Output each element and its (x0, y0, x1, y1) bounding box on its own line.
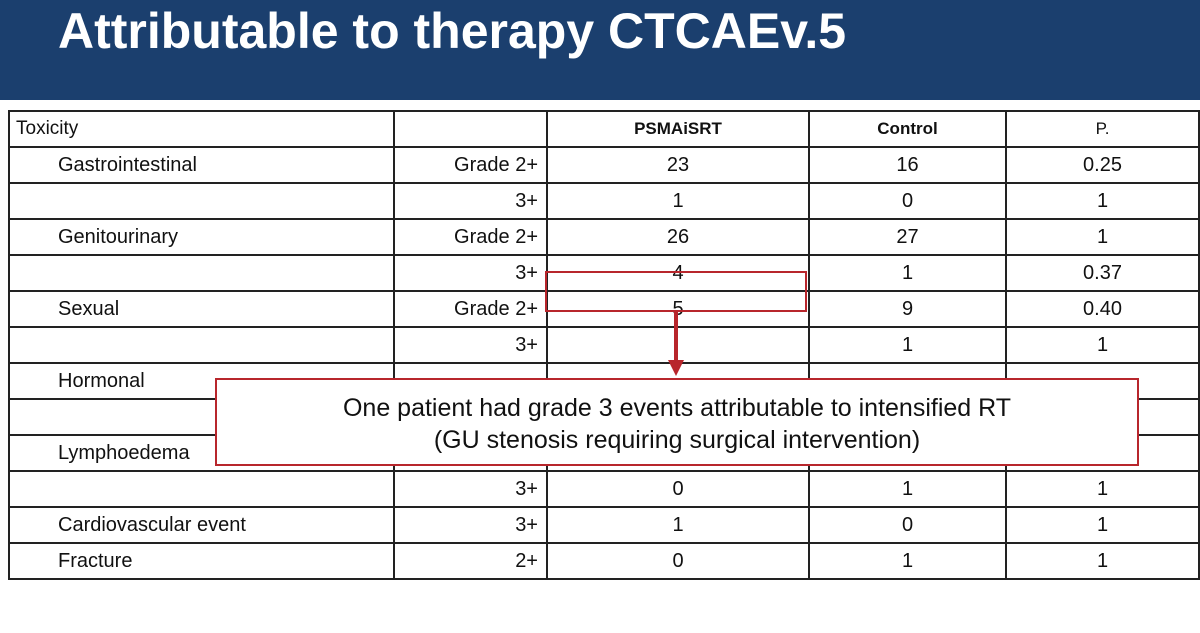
cell: 1 (1005, 506, 1200, 544)
cell: 0.37 (1005, 254, 1200, 292)
cell: Grade 2+ (393, 290, 548, 328)
cell: 1 (1005, 326, 1200, 364)
header-band (0, 0, 1200, 100)
cell: Gastrointestinal (8, 146, 395, 184)
cell: Grade 2+ (393, 218, 548, 256)
cell: 9 (808, 290, 1007, 328)
table-row: 3+ 1 0 1 (8, 182, 1200, 220)
cell: Fracture (8, 542, 395, 580)
cell: 1 (1005, 218, 1200, 256)
cell: 0 (808, 506, 1007, 544)
table-row: 3+ 1 1 (8, 326, 1200, 364)
table-row: Fracture 2+ 0 1 1 (8, 542, 1200, 580)
table-row: 3+ 4 1 0.37 (8, 254, 1200, 292)
header-cell: Control (808, 110, 1007, 148)
cell: 1 (808, 254, 1007, 292)
cell: 1 (1005, 470, 1200, 508)
cell: Grade 2+ (393, 146, 548, 184)
table-row: Sexual Grade 2+ 5 9 0.40 (8, 290, 1200, 328)
table-row: Gastrointestinal Grade 2+ 23 16 0.25 (8, 146, 1200, 184)
cell: 1 (546, 182, 810, 220)
table-row: Genitourinary Grade 2+ 26 27 1 (8, 218, 1200, 256)
cell: Sexual (8, 290, 395, 328)
cell: 3+ (393, 182, 548, 220)
callout-line: One patient had grade 3 events attributa… (342, 394, 1012, 422)
cell (8, 254, 395, 292)
header-cell (393, 110, 548, 148)
cell: 0.25 (1005, 146, 1200, 184)
cell: 16 (808, 146, 1007, 184)
cell: 4 (546, 254, 810, 292)
header-cell: PSMAiSRT (546, 110, 810, 148)
callout: One patient had grade 3 events attributa… (215, 378, 1139, 466)
cell (8, 326, 395, 364)
arrow-head (668, 360, 684, 376)
header-cell: P. (1005, 110, 1200, 148)
cell: 1 (808, 542, 1007, 580)
cell: 1 (546, 506, 810, 544)
cell: 0 (808, 182, 1007, 220)
header-row: Toxicity PSMAiSRT Control P. (8, 110, 1200, 148)
callout-line: (GU stenosis requiring surgical interven… (433, 426, 921, 454)
cell: 3+ (393, 254, 548, 292)
highlight-box (545, 271, 807, 312)
slide-title: Attributable to therapy CTCAEv.5 (58, 3, 847, 59)
cell: 2+ (393, 542, 548, 580)
cell: 23 (546, 146, 810, 184)
cell: 3+ (393, 326, 548, 364)
table-row: 3+ 0 1 1 (8, 470, 1200, 508)
cell: 1 (808, 326, 1007, 364)
cell: Genitourinary (8, 218, 395, 256)
cell: 0 (546, 542, 810, 580)
cell: 26 (546, 218, 810, 256)
cell (8, 182, 395, 220)
cell: 3+ (393, 470, 548, 508)
cell: 1 (808, 470, 1007, 508)
cell: 3+ (393, 506, 548, 544)
cell: 0.40 (1005, 290, 1200, 328)
cell: 1 (1005, 542, 1200, 580)
header-cell: Toxicity (8, 110, 395, 148)
table-row: Cardiovascular event 3+ 1 0 1 (8, 506, 1200, 544)
cell: 1 (1005, 182, 1200, 220)
cell: Cardiovascular event (8, 506, 395, 544)
cell: 0 (546, 470, 810, 508)
cell (8, 470, 395, 508)
cell: 27 (808, 218, 1007, 256)
